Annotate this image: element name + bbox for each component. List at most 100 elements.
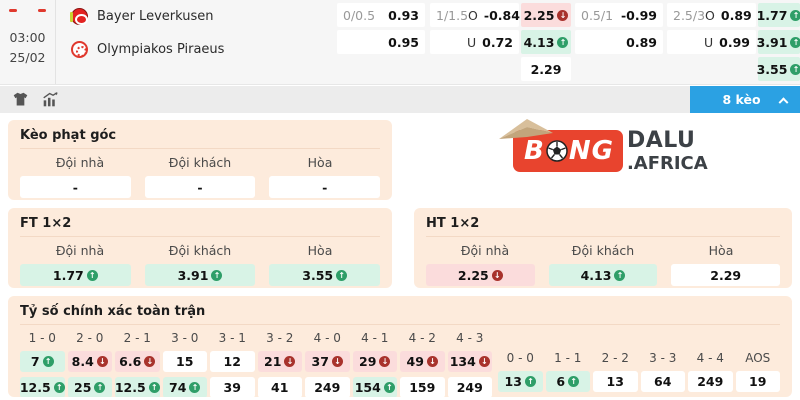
odds-cell[interactable]: 249 bbox=[447, 377, 492, 397]
odds-value: 0.89 bbox=[626, 34, 657, 50]
odds-value: - bbox=[72, 179, 78, 195]
stats-chart-icon[interactable] bbox=[42, 91, 59, 108]
odds-cell[interactable]: 3.55 ↑ bbox=[269, 264, 381, 286]
odds-cell[interactable]: 41 bbox=[257, 377, 302, 397]
odds-cell[interactable]: 49 ↓ bbox=[400, 351, 445, 372]
odds-value: 15 bbox=[176, 354, 194, 369]
odds-cell[interactable]: 1.77 ↑ bbox=[756, 3, 800, 27]
ft-1x2-panel: FT 1×2 Đội nhà Đội khách Hòa 1.77 ↑ 3.91 ↑… bbox=[8, 208, 392, 288]
odds-cell[interactable]: 4.13 ↑ bbox=[521, 30, 571, 54]
trend-up-icon: ↑ bbox=[148, 382, 160, 393]
score-label: 3 - 1 bbox=[218, 331, 246, 345]
odds-cell[interactable]: 64 bbox=[640, 371, 685, 392]
column-headers: Đội nhà Đội khách Hòa bbox=[20, 243, 380, 258]
trend-up-icon: ↑ bbox=[211, 269, 223, 281]
odds-cell[interactable]: 13 ↑ bbox=[498, 371, 543, 392]
odds-value: 6.6 bbox=[119, 354, 142, 369]
odds-cells-row: 2.25 ↓ 4.13 ↑ 2.29 bbox=[426, 264, 781, 286]
odds-cell[interactable]: 13 bbox=[593, 371, 638, 392]
odds-value: 154 bbox=[354, 380, 381, 395]
score-label: 3 - 2 bbox=[266, 331, 294, 345]
odds-cell[interactable]: U 0.72 bbox=[430, 30, 519, 54]
odds-value: 39 bbox=[223, 380, 241, 395]
odds-cell[interactable]: 6.6 ↓ bbox=[115, 351, 160, 372]
odds-cell[interactable]: 7 ↑ bbox=[20, 351, 65, 372]
odds-value: 41 bbox=[271, 380, 289, 395]
trend-up-icon: ↑ bbox=[189, 382, 201, 393]
odds-value: 3.55 bbox=[756, 61, 788, 77]
trend-up-icon: ↑ bbox=[790, 9, 800, 21]
trend-up-icon: ↑ bbox=[336, 269, 348, 281]
odds-cell[interactable]: 12.5 ↑ bbox=[115, 377, 160, 397]
odds-value: 1.77 bbox=[52, 267, 84, 283]
odds-cell[interactable]: 1.77 ↑ bbox=[20, 264, 131, 286]
odds-cell[interactable]: 0.89 bbox=[575, 30, 663, 54]
handicap-column-2: 0.5/1 -0.99 0.89 bbox=[575, 0, 663, 84]
odds-cell[interactable]: 12.5 ↑ bbox=[20, 377, 65, 397]
trend-up-icon: ↑ bbox=[524, 376, 536, 387]
odds-value: 8.4 bbox=[71, 354, 94, 369]
score-column: 4 - 2 49 ↓ 159 bbox=[400, 331, 445, 397]
odds-cell[interactable]: 25 ↑ bbox=[67, 377, 112, 397]
handicap-line: 0.5/1 bbox=[581, 7, 614, 23]
odds-count-button[interactable]: 8 kèo bbox=[690, 86, 800, 113]
ou-line: 2.5/3 bbox=[673, 7, 706, 23]
home-team-row[interactable]: Bayer Leverkusen bbox=[70, 8, 213, 25]
odds-cell[interactable]: 154 ↑ bbox=[352, 377, 397, 397]
odds-cell[interactable]: 15 bbox=[162, 351, 207, 372]
odds-cell[interactable]: 0/0.5 0.93 bbox=[337, 3, 425, 27]
soccer-ball-icon bbox=[546, 140, 568, 162]
odds-cell[interactable]: 29 ↓ bbox=[352, 351, 397, 372]
odds-cell[interactable]: 37 ↓ bbox=[305, 351, 350, 372]
odds-cell[interactable]: 0.5/1 -0.99 bbox=[575, 3, 663, 27]
odds-cell[interactable]: 249 bbox=[688, 371, 733, 392]
odds-cell[interactable]: - bbox=[20, 176, 131, 198]
jersey-icon[interactable] bbox=[12, 91, 29, 108]
brand-word-africa: .AFRICA bbox=[626, 153, 708, 174]
trend-down-icon: ↓ bbox=[284, 356, 296, 367]
odds-cell[interactable]: - bbox=[269, 176, 381, 198]
odds-cell[interactable]: 8.4 ↓ bbox=[67, 351, 112, 372]
panel-title: FT 1×2 bbox=[20, 216, 380, 237]
odds-cell[interactable]: 249 bbox=[305, 377, 350, 397]
x12-column-2: 1.77 ↑ 3.91 ↑ 3.55 ↑ bbox=[756, 0, 800, 84]
ou-line: 1/1.5 bbox=[436, 7, 469, 23]
odds-cell[interactable]: - bbox=[144, 176, 256, 198]
score-column: 2 - 1 6.6 ↓ 12.5 ↑ bbox=[115, 331, 160, 397]
odds-cell[interactable]: 12 bbox=[210, 351, 255, 372]
bongdalu-africa-logo: B NG DALU .AFRICA bbox=[499, 119, 708, 174]
score-column: 4 - 4 249 bbox=[688, 351, 733, 397]
score-column: 3 - 1 12 39 bbox=[210, 331, 255, 397]
odds-cell[interactable]: 134 ↓ bbox=[447, 351, 492, 372]
odds-cell[interactable]: 2.29 bbox=[671, 264, 781, 286]
odds-value: 4.13 bbox=[523, 34, 555, 50]
trend-down-icon: ↓ bbox=[331, 356, 343, 367]
odds-cell[interactable]: 6 ↑ bbox=[545, 371, 590, 392]
over-under-column-2: 2.5/3 O 0.89 U 0.99 bbox=[667, 0, 756, 84]
odds-cell[interactable]: 19 bbox=[735, 371, 780, 392]
odds-value: 1.77 bbox=[756, 7, 788, 23]
odds-cell[interactable]: 3.91 ↑ bbox=[144, 264, 256, 286]
odds-cell[interactable]: 2.5/3 O 0.89 bbox=[667, 3, 756, 27]
score-label: 3 - 3 bbox=[649, 351, 677, 365]
score-label: 1 - 1 bbox=[554, 351, 582, 365]
odds-cell[interactable]: 159 bbox=[400, 377, 445, 397]
away-team-row[interactable]: Olympiakos Piraeus bbox=[71, 41, 224, 58]
odds-cell[interactable]: 0.95 bbox=[337, 30, 425, 54]
odds-cell[interactable]: 39 bbox=[210, 377, 255, 397]
odds-cell[interactable]: 74 ↑ bbox=[162, 377, 207, 397]
odds-cell[interactable]: 3.91 ↑ bbox=[757, 30, 800, 54]
home-header: Đội nhà bbox=[55, 155, 105, 170]
odds-cell[interactable]: U 0.99 bbox=[667, 30, 756, 54]
odds-cell[interactable]: 2.25 ↓ bbox=[426, 264, 535, 286]
odds-cell[interactable]: 21 ↓ bbox=[257, 351, 302, 372]
odds-cell[interactable]: 3.55 ↑ bbox=[756, 57, 800, 81]
odds-cell[interactable]: 4.13 ↑ bbox=[548, 264, 658, 286]
over-label: O bbox=[468, 7, 478, 23]
odds-cell[interactable]: 1/1.5 O -0.84 bbox=[430, 3, 520, 27]
odds-cell[interactable]: 2.29 bbox=[521, 57, 571, 81]
handicap-line: 0/0.5 bbox=[343, 7, 376, 23]
odds-cell[interactable]: 2.25 ↓ bbox=[521, 3, 571, 27]
score-column: 2 - 2 13 bbox=[593, 351, 638, 397]
under-label: U bbox=[704, 34, 714, 50]
